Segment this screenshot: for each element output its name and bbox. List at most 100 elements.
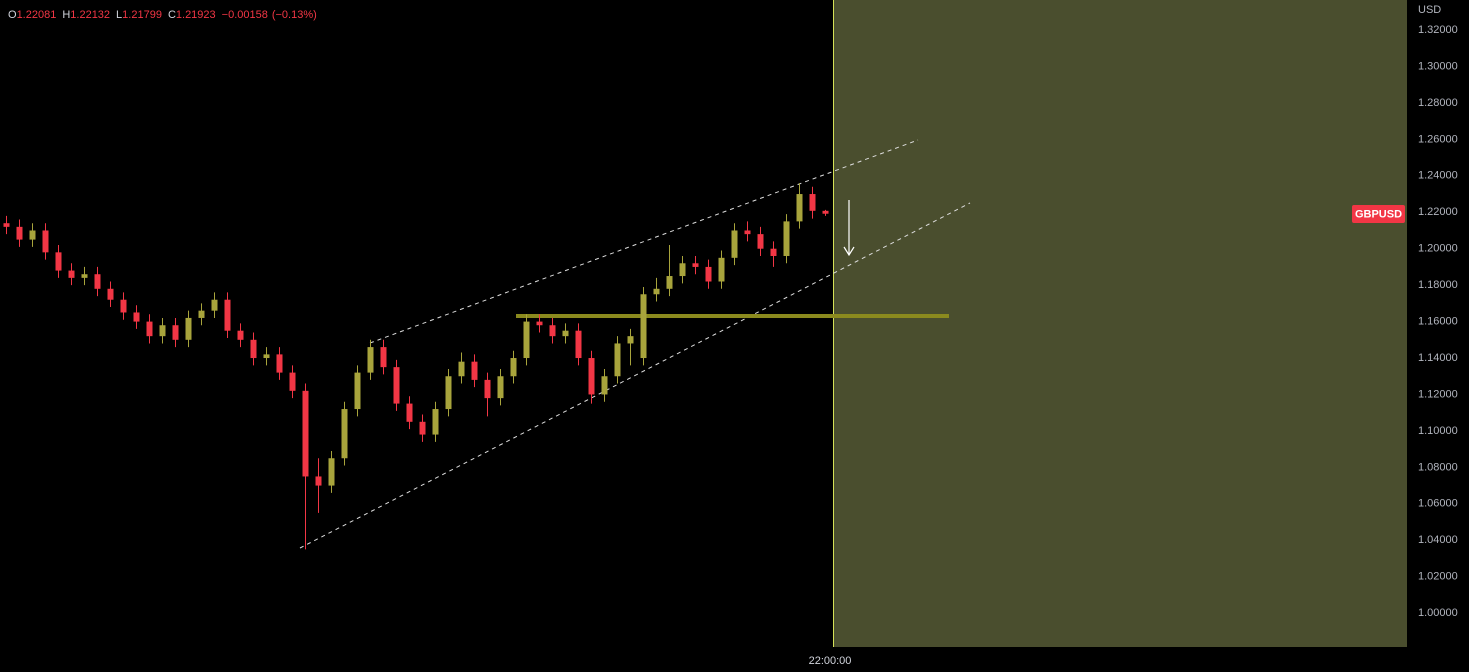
candle-body <box>484 379 491 399</box>
ohlc-item: O <box>8 9 17 21</box>
candle-body <box>575 330 582 359</box>
ohlc-header: O1.22081 H1.22132 L1.21799 C1.21923 −0.00158… <box>8 9 317 21</box>
candle-body <box>471 361 478 380</box>
candle-body <box>822 210 829 214</box>
candle-body <box>640 294 647 359</box>
candle-body <box>302 390 309 477</box>
candle-body <box>237 330 244 340</box>
y-tick-label: 1.24000 <box>1418 170 1458 182</box>
candle-body <box>133 312 140 322</box>
ohlc-item: 1.22132 <box>70 9 110 21</box>
candle-body <box>354 372 361 410</box>
candle-body <box>198 310 205 318</box>
candle-body <box>341 409 348 459</box>
time-label: 22:00:00 <box>809 655 852 667</box>
candle-body <box>172 325 179 340</box>
candle-body <box>81 274 88 278</box>
candle-body <box>419 421 426 435</box>
candle-body <box>679 263 686 277</box>
currency-label: USD <box>1418 4 1441 16</box>
y-tick-label: 1.02000 <box>1418 571 1458 583</box>
candle-body <box>770 248 777 256</box>
candle-body <box>497 376 504 399</box>
candle-body <box>692 263 699 267</box>
symbol-label: GBPUSD <box>1355 208 1402 220</box>
candle-body <box>809 194 816 211</box>
y-tick-label: 1.16000 <box>1418 315 1458 327</box>
candle-body <box>432 409 439 435</box>
candle-body <box>185 317 192 340</box>
y-tick-label: 1.06000 <box>1418 498 1458 510</box>
candle-body <box>562 330 569 337</box>
ohlc-item: (−0.13%) <box>272 9 317 21</box>
candle-body <box>94 274 101 289</box>
channel-lower <box>299 202 971 549</box>
candle-body <box>536 321 543 326</box>
candle-body <box>224 299 231 331</box>
candle-body <box>796 194 803 222</box>
y-tick-label: 1.30000 <box>1418 60 1458 72</box>
candle-body <box>731 230 738 258</box>
candle-body <box>367 347 374 373</box>
y-tick-label: 1.26000 <box>1418 133 1458 145</box>
candle-body <box>68 270 75 278</box>
candles <box>3 183 829 550</box>
channel-upper <box>369 139 919 344</box>
candle-body <box>549 325 556 337</box>
y-tick-label: 1.08000 <box>1418 461 1458 473</box>
candle-body <box>55 252 62 271</box>
ohlc-item: H <box>62 9 70 21</box>
ohlc-item: L <box>116 9 122 21</box>
candle-body <box>458 361 465 377</box>
symbol-badge <box>1352 205 1405 223</box>
y-tick-label: 1.20000 <box>1418 243 1458 255</box>
candle-body <box>627 336 634 344</box>
candle-body <box>510 358 517 377</box>
candle-body <box>250 339 257 359</box>
candle-body <box>42 230 49 253</box>
candle-body <box>289 372 296 391</box>
candle-body <box>276 354 283 373</box>
candle-body <box>588 358 595 395</box>
arrow <box>843 200 855 257</box>
candle-body <box>601 376 608 395</box>
candle-body <box>406 403 413 422</box>
ohlc-item: 1.21799 <box>122 9 162 21</box>
ohlc-item: 1.22081 <box>17 9 57 21</box>
y-tick-label: 1.10000 <box>1418 425 1458 437</box>
candle-body <box>614 343 621 377</box>
candle-body <box>16 226 23 240</box>
candle-body <box>666 276 673 289</box>
candle-body <box>159 325 166 337</box>
y-tick-label: 1.00000 <box>1418 607 1458 619</box>
ohlc-item: −0.00158 <box>222 9 268 21</box>
y-tick-label: 1.32000 <box>1418 24 1458 36</box>
candle-body <box>263 354 270 359</box>
y-tick-label: 1.14000 <box>1418 352 1458 364</box>
candle-body <box>146 321 153 337</box>
candle-body <box>393 367 400 404</box>
candle-body <box>757 234 764 249</box>
candle-body <box>315 476 322 486</box>
candle-body <box>120 299 127 313</box>
candle-body <box>523 321 530 359</box>
y-tick-label: 1.18000 <box>1418 279 1458 291</box>
y-tick-label: 1.22000 <box>1418 206 1458 218</box>
candle-body <box>211 299 218 311</box>
candle-body <box>380 347 387 368</box>
candle-body <box>705 266 712 282</box>
candle-body <box>783 221 790 256</box>
future-zone <box>833 0 1407 647</box>
candle-body <box>29 230 36 240</box>
candle-body <box>744 230 751 235</box>
ohlc-item: C <box>168 9 176 21</box>
y-tick-label: 1.04000 <box>1418 534 1458 546</box>
y-tick-label: 1.28000 <box>1418 97 1458 109</box>
ohlc-text: O1.22081 H1.22132 L1.21799 C1.21923 −0.00158… <box>8 9 317 21</box>
candle-body <box>107 288 114 300</box>
candle-body <box>718 257 725 282</box>
candle-body <box>3 223 10 227</box>
candle-body <box>653 288 660 295</box>
